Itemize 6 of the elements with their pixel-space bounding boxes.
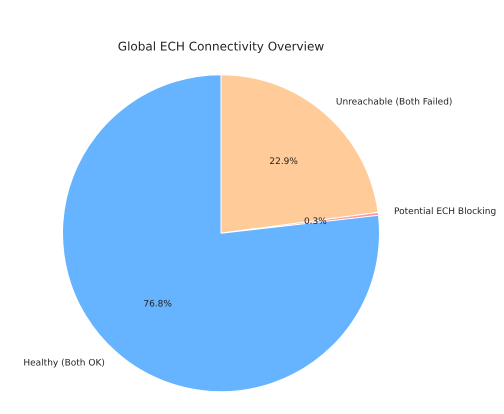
data-label: 76.8%	[143, 299, 172, 310]
data-label: 22.9%	[269, 157, 298, 168]
slice-label: Healthy (Both OK)	[23, 358, 105, 369]
slice-label: Potential ECH Blocking	[394, 207, 496, 218]
chart-title: Global ECH Connectivity Overview	[118, 39, 324, 54]
slice-label: Unreachable (Both Failed)	[336, 97, 452, 108]
